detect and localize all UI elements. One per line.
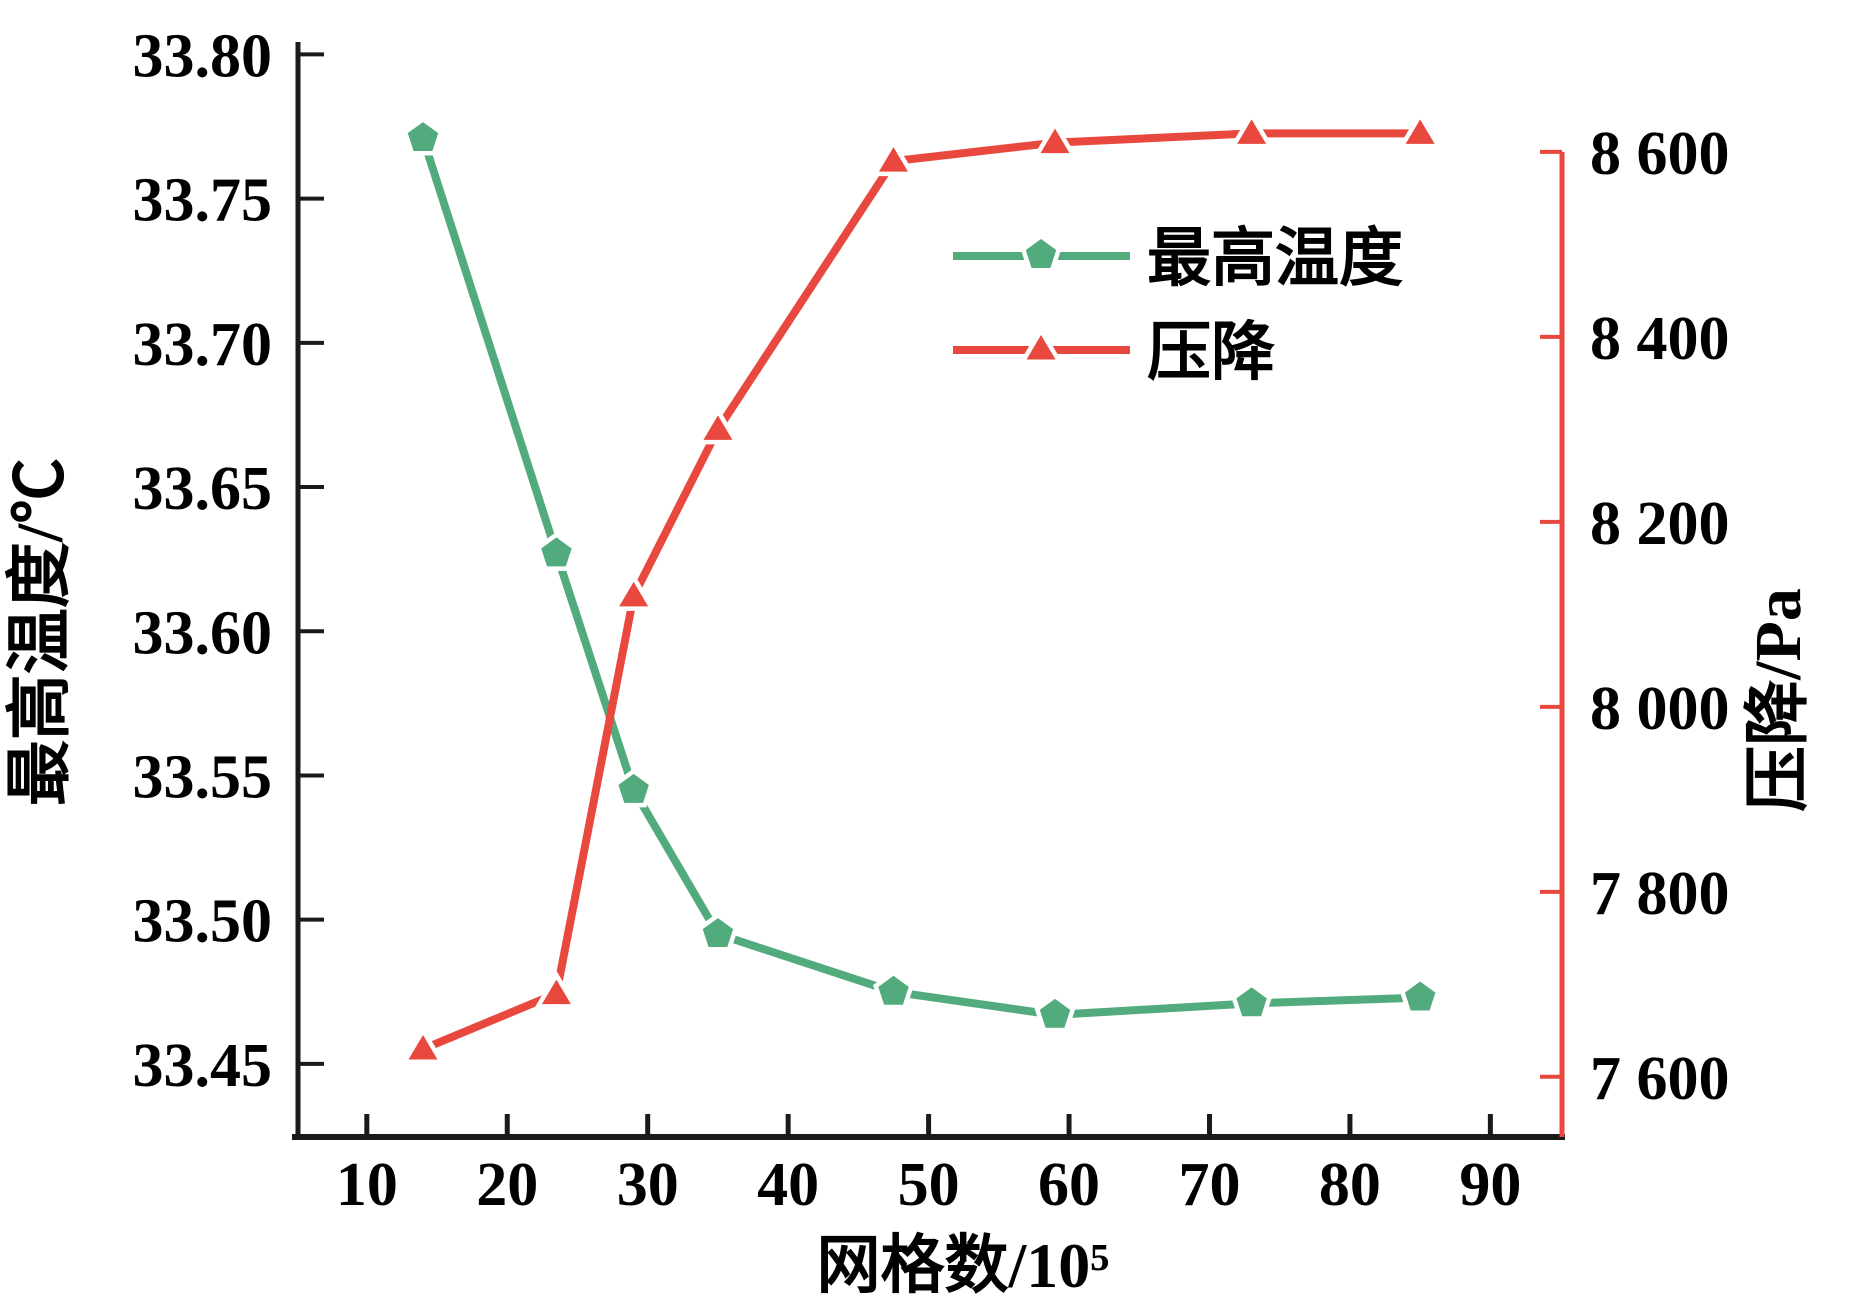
left-axis-tick-label: 33.50: [133, 888, 273, 956]
temperature-marker: [618, 773, 649, 803]
x-axis-title: 网格数/10⁵: [817, 1230, 1110, 1301]
pressure-marker: [1040, 128, 1070, 154]
pressure-marker: [1405, 119, 1435, 144]
pressure-marker: [408, 1035, 438, 1060]
x-axis-tick-label: 30: [617, 1151, 679, 1219]
right-axis-tick-label: 7 800: [1590, 860, 1730, 928]
pressure-marker: [619, 581, 649, 607]
x-axis-tick-label: 80: [1319, 1151, 1381, 1219]
x-axis-tick-label: 50: [898, 1151, 960, 1219]
series-layer: [400, 110, 1443, 1065]
legend-marker: [1026, 335, 1056, 360]
x-axis-tick-label: 70: [1178, 1151, 1240, 1219]
legend-item-pressure: 压降: [953, 317, 1275, 388]
temperature-marker: [1236, 987, 1267, 1017]
x-axis-tick-label: 20: [476, 1151, 538, 1219]
right-axis-tick-label: 8 200: [1590, 490, 1730, 558]
pressure-marker: [703, 415, 733, 440]
left-axis-tick-label: 33.70: [133, 311, 273, 379]
x-axis-tick-label: 10: [336, 1151, 398, 1219]
axes-layer: 33.80 33.75 33.70 33.65 33.60 33.55 33.50 33.45…: [133, 22, 1730, 1219]
x-axis-tick-label: 40: [757, 1151, 819, 1219]
temperature-marker: [407, 122, 439, 152]
left-axis-tick-label: 33.75: [133, 167, 273, 235]
temperature-line: [418, 134, 1425, 1019]
pressure-line: [418, 129, 1425, 1054]
right-axis-tick-label: 8 000: [1590, 675, 1730, 743]
left-axis-tick-label: 33.55: [133, 743, 273, 811]
left-axis-tick-label: 33.45: [133, 1032, 273, 1100]
legend-label: 压降: [1147, 317, 1275, 388]
left-axis-title: 最高温度/℃: [4, 458, 77, 806]
x-axis-tick-label: 60: [1038, 1151, 1100, 1219]
left-axis-tick-label: 33.65: [133, 455, 273, 523]
x-axis-tick-label: 90: [1459, 1151, 1521, 1219]
pressure-marker: [1237, 119, 1267, 144]
right-axis-tick-label: 7 600: [1590, 1045, 1730, 1113]
temperature-marker: [1039, 998, 1071, 1028]
pressure-marker: [878, 147, 908, 172]
legend-item-temperature: 最高温度: [953, 223, 1403, 294]
legend-marker: [1025, 239, 1057, 268]
right-axis-tick-label: 8 400: [1590, 305, 1730, 373]
left-axis-tick-label: 33.80: [133, 22, 273, 90]
right-axis-title: 压降/Pa: [1742, 588, 1815, 812]
right-axis-tick-label: 8 600: [1590, 120, 1730, 188]
left-axis-tick-label: 33.60: [133, 599, 273, 667]
temperature-marker: [878, 975, 909, 1005]
pressure-marker: [541, 979, 571, 1005]
temperature-marker: [1404, 981, 1436, 1011]
temperature-marker: [541, 537, 572, 567]
legend-label: 最高温度: [1147, 223, 1403, 294]
temperature-marker: [702, 918, 734, 948]
